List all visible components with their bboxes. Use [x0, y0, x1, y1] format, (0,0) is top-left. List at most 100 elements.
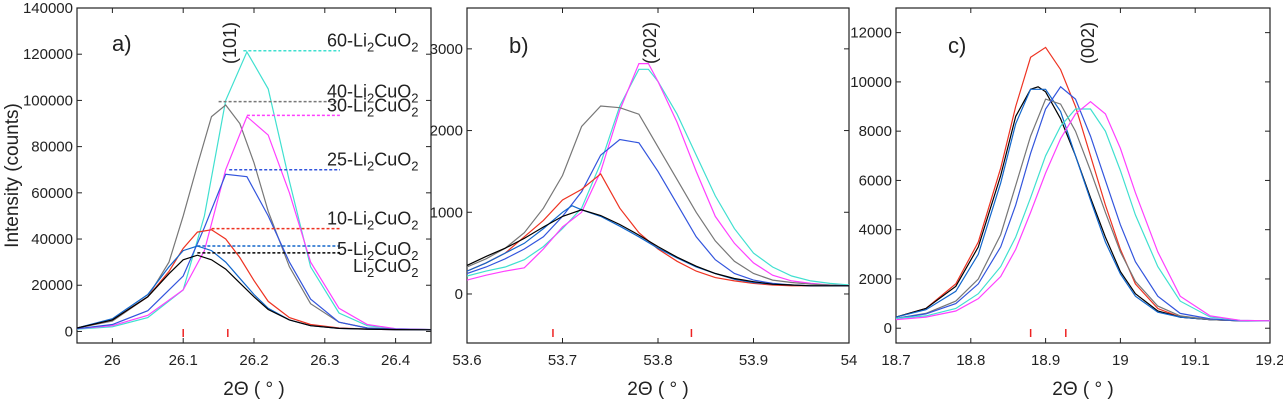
legend-label-part: 2: [411, 248, 418, 263]
panel-label: c): [948, 33, 966, 58]
legend-label-part: 2: [367, 248, 374, 263]
y-tick-label: 10000: [850, 74, 892, 91]
x-tick-label: 26.4: [381, 352, 410, 369]
panel-label: b): [509, 33, 529, 58]
series-line-25-li2cuo2: [467, 138, 849, 287]
y-tick-label: 40000: [31, 231, 73, 248]
y-tick-label: 80000: [31, 139, 73, 156]
legend-label-part: 25-Li: [327, 150, 367, 170]
x-axis-label: 2Θ ( ° ): [627, 379, 688, 400]
x-tick-label: 18.8: [956, 352, 985, 369]
legend-label-40-li2cuo2: 40-Li2CuO2: [327, 82, 419, 106]
legend-label-part: 5-Li: [337, 239, 367, 259]
series-line-li2cuo2: [77, 254, 431, 331]
panel-3-curves: [896, 46, 1270, 322]
legend-label-part: CuO: [374, 256, 411, 276]
legend-label-part: CuO: [374, 95, 411, 115]
x-tick-label: 26.3: [310, 352, 339, 369]
legend-label-part: 2: [411, 40, 418, 55]
series-line-30-li2cuo2: [77, 115, 431, 331]
legend-label-part: 2: [411, 218, 418, 233]
x-tick-label: 26.1: [169, 352, 198, 369]
x-tick-label: 54: [841, 352, 858, 369]
x-tick-label: 26: [104, 352, 121, 369]
x-tick-label: 19.1: [1181, 352, 1210, 369]
series-line-40-li2cuo2: [896, 98, 1270, 322]
x-axis-label: 2Θ ( ° ): [223, 379, 284, 400]
x-tick-label: 26.2: [239, 352, 268, 369]
legend-label-part: 10-Li: [327, 209, 367, 229]
y-tick-label: 140000: [23, 0, 73, 17]
legend-label-25-li2cuo2: 25-Li2CuO2: [327, 150, 419, 174]
x-tick-label: 18.9: [1031, 352, 1060, 369]
plot-frame: [895, 7, 1271, 344]
legend-label-part: 2: [367, 91, 374, 106]
y-tick-label: 8000: [859, 123, 892, 140]
legend-label-part: 2: [411, 265, 418, 280]
legend-label-10-li2cuo2: 10-Li2CuO2: [327, 209, 419, 233]
legend-label-part: 2: [367, 40, 374, 55]
series-line-25-li2cuo2: [896, 85, 1270, 322]
series-line-60-li2cuo2: [896, 108, 1270, 322]
y-tick-label: 0: [884, 320, 892, 337]
x-axis-label: 2Θ ( ° ): [1052, 379, 1113, 400]
x-tick-label: 19.2: [1255, 352, 1283, 369]
legend-label-part: 2: [367, 265, 374, 280]
plot-frame: [76, 7, 432, 344]
legend-label-part: 2: [411, 91, 418, 106]
y-tick-label: 2000: [859, 271, 892, 288]
y-tick-label: 0: [455, 286, 463, 303]
legend-label-part: 2: [367, 218, 374, 233]
panel-2: 0 1000 2000 3000 53.6 53.7 53.8 53.9 54 b) (202) 2Θ…: [430, 7, 858, 400]
y-tick-label: 120000: [23, 46, 73, 63]
x-tick-label: 53.6: [452, 352, 481, 369]
legend-label-part: 30-Li: [327, 95, 367, 115]
legend-label-part: 60-Li: [327, 31, 367, 51]
panel-label: a): [112, 31, 132, 56]
peak-label: (202): [640, 22, 660, 64]
y-tick-label: 60000: [31, 185, 73, 202]
x-tick-label: 53.8: [643, 352, 672, 369]
series-line-5-li2cuo2: [467, 205, 849, 287]
panel-3: 0 2000 4000 6000 8000 10000 12000 18.7 18.8 18.9 1…: [850, 7, 1283, 400]
legend-label-part: CuO: [374, 209, 411, 229]
series-line-60-li2cuo2: [467, 68, 849, 286]
legend-label-part: 2: [411, 159, 418, 174]
series-line-25-li2cuo2: [77, 173, 431, 331]
legend-label-30-li2cuo2: 30-Li2CuO2: [327, 95, 419, 119]
series-line-5-li2cuo2: [896, 88, 1270, 322]
legend-label-part: Li: [353, 256, 367, 276]
legend-label-part: 2: [367, 104, 374, 119]
y-axis-label: Intensity (counts): [2, 103, 23, 248]
legend-label-5-li2cuo2: 5-Li2CuO2: [337, 239, 419, 263]
series-line-30-li2cuo2: [467, 62, 849, 287]
series-line-30-li2cuo2: [896, 100, 1270, 322]
legend-label-part: 2: [411, 104, 418, 119]
legend-label-part: CuO: [374, 150, 411, 170]
legend-label-part: 2: [367, 159, 374, 174]
legend-label-part: 40-Li: [327, 82, 367, 102]
y-tick-label: 0: [65, 323, 73, 340]
y-tick-label: 6000: [859, 172, 892, 189]
y-tick-label: 2000: [430, 123, 463, 140]
series-line-40-li2cuo2: [467, 105, 849, 287]
y-tick-label: 3000: [430, 41, 463, 58]
x-tick-label: 53.9: [739, 352, 768, 369]
peak-label: (101): [220, 22, 240, 64]
series-line-10-li2cuo2: [467, 172, 849, 287]
peak-label: (002): [1078, 22, 1098, 64]
x-tick-label: 18.7: [881, 352, 910, 369]
legend-label-li2cuo2: Li2CuO2: [353, 256, 419, 280]
series-line-li2cuo2: [467, 209, 849, 287]
y-tick-label: 12000: [850, 25, 892, 42]
y-tick-label: 100000: [23, 92, 73, 109]
series-line-li2cuo2: [896, 86, 1270, 322]
legend-label-part: CuO: [374, 31, 411, 51]
panel-2-curves: [467, 62, 849, 287]
y-tick-label: 4000: [859, 222, 892, 239]
x-tick-label: 53.7: [548, 352, 577, 369]
legend-label-part: CuO: [374, 82, 411, 102]
legend-label-60-li2cuo2: 60-Li2CuO2: [327, 31, 419, 55]
series-line-60-li2cuo2: [77, 50, 431, 331]
